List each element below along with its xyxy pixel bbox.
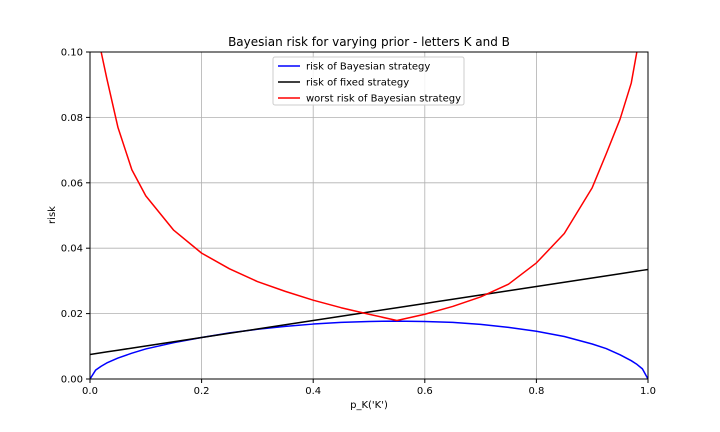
y-axis-label: risk bbox=[47, 206, 58, 224]
legend: risk of Bayesian strategy risk of fixed s… bbox=[272, 56, 465, 106]
x-tick-label: 0.6 bbox=[417, 386, 433, 397]
series-layer bbox=[90, 52, 648, 379]
chart-title: Bayesian risk for varying prior - letter… bbox=[228, 35, 510, 49]
y-tick-label: 0.04 bbox=[61, 244, 83, 255]
y-tick-label: 0.00 bbox=[61, 375, 83, 386]
legend-box bbox=[272, 56, 465, 106]
y-tick-label: 0.10 bbox=[61, 48, 83, 59]
series-line-3 bbox=[100, 52, 638, 322]
x-tick-label: 0.8 bbox=[528, 386, 544, 397]
legend-label: risk of fixed strategy bbox=[306, 78, 409, 89]
x-tick-label: 0.0 bbox=[82, 386, 98, 397]
series-line-1 bbox=[90, 320, 648, 379]
legend-label: risk of Bayesian strategy bbox=[306, 62, 430, 73]
series-line-2 bbox=[90, 268, 648, 356]
x-tick-label: 0.4 bbox=[305, 386, 321, 397]
y-tick-label: 0.02 bbox=[61, 309, 83, 320]
legend-label: worst risk of Bayesian strategy bbox=[306, 94, 461, 105]
y-tick-label: 0.08 bbox=[61, 113, 83, 124]
y-axis: 0.00 0.02 0.04 0.06 0.08 0.10 bbox=[61, 48, 90, 386]
x-axis-label: p_K('K') bbox=[350, 400, 388, 411]
x-tick-label: 1.0 bbox=[640, 386, 656, 397]
plot-frame bbox=[89, 51, 649, 380]
y-tick-label: 0.06 bbox=[61, 178, 83, 189]
x-axis: 0.0 0.2 0.4 0.6 0.8 1.0 bbox=[82, 379, 656, 397]
x-tick-label: 0.2 bbox=[194, 386, 210, 397]
